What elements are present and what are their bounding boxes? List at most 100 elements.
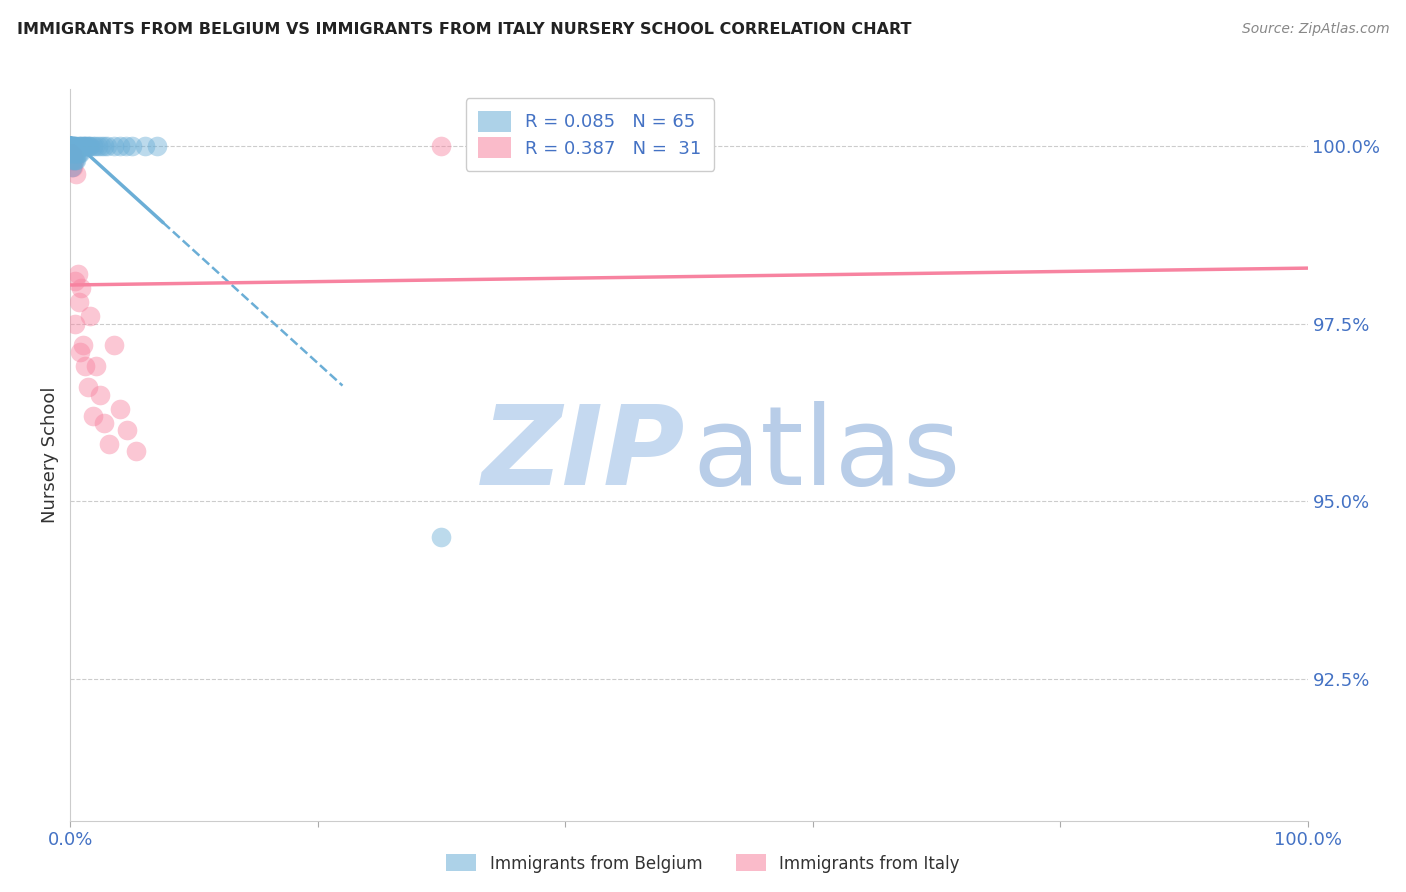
Point	[75, 139, 97, 153]
Point	[79, 139, 101, 153]
Point	[115, 139, 138, 153]
Point	[59, 139, 82, 153]
Point	[97, 437, 120, 451]
Point	[65, 168, 87, 182]
Point	[60, 139, 83, 153]
Point	[59, 146, 82, 161]
Point	[59, 139, 82, 153]
Point	[60, 153, 83, 168]
Point	[62, 161, 84, 175]
Point	[63, 139, 86, 153]
Point	[70, 139, 93, 153]
Point	[62, 153, 84, 168]
Point	[72, 338, 94, 352]
Point	[59, 139, 82, 153]
Point	[70, 281, 93, 295]
Point	[60, 146, 83, 161]
Point	[59, 139, 82, 153]
Point	[60, 139, 83, 153]
Point	[65, 139, 87, 153]
Point	[108, 401, 131, 416]
Point	[93, 416, 115, 430]
Point	[65, 146, 87, 161]
Point	[66, 267, 89, 281]
Point	[59, 139, 82, 153]
Point	[59, 153, 82, 168]
Point	[84, 359, 107, 373]
Point	[59, 139, 82, 153]
Point	[76, 380, 98, 394]
Point	[67, 139, 90, 153]
Point	[60, 139, 83, 153]
Legend: R = 0.085   N = 65, R = 0.387   N =  31: R = 0.085 N = 65, R = 0.387 N = 31	[465, 98, 714, 170]
Y-axis label: Nursery School: Nursery School	[41, 386, 59, 524]
Point	[65, 274, 87, 288]
Text: IMMIGRANTS FROM BELGIUM VS IMMIGRANTS FROM ITALY NURSERY SCHOOL CORRELATION CHAR: IMMIGRANTS FROM BELGIUM VS IMMIGRANTS FR…	[17, 22, 911, 37]
Point	[59, 139, 82, 153]
Point	[63, 146, 86, 161]
Text: Source: ZipAtlas.com: Source: ZipAtlas.com	[1241, 22, 1389, 37]
Point	[60, 139, 83, 153]
Point	[69, 139, 91, 153]
Point	[59, 146, 82, 161]
Point	[63, 139, 86, 153]
Point	[108, 139, 131, 153]
Point	[66, 146, 89, 161]
Point	[63, 153, 86, 168]
Point	[62, 146, 84, 161]
Point	[63, 153, 86, 168]
Point	[125, 444, 148, 458]
Point	[75, 359, 97, 373]
Point	[103, 338, 125, 352]
Point	[60, 161, 83, 175]
Legend: Immigrants from Belgium, Immigrants from Italy: Immigrants from Belgium, Immigrants from…	[440, 847, 966, 880]
Point	[89, 387, 111, 401]
Point	[60, 146, 83, 161]
Point	[67, 295, 90, 310]
Point	[59, 146, 82, 161]
Point	[59, 139, 82, 153]
Point	[84, 139, 107, 153]
Point	[63, 146, 86, 161]
Point	[146, 139, 169, 153]
Point	[430, 139, 453, 153]
Point	[82, 139, 104, 153]
Point	[59, 139, 82, 153]
Point	[59, 139, 82, 153]
Point	[69, 146, 91, 161]
Text: ZIP: ZIP	[482, 401, 685, 508]
Point	[60, 146, 83, 161]
Point	[430, 530, 453, 544]
Point	[65, 139, 87, 153]
Point	[86, 139, 108, 153]
Point	[103, 139, 125, 153]
Point	[62, 146, 84, 161]
Point	[59, 139, 82, 153]
Point	[62, 139, 84, 153]
Point	[75, 139, 97, 153]
Point	[93, 139, 115, 153]
Point	[73, 139, 96, 153]
Text: atlas: atlas	[693, 401, 962, 508]
Point	[65, 146, 87, 161]
Point	[60, 153, 83, 168]
Point	[59, 139, 82, 153]
Point	[134, 139, 156, 153]
Point	[59, 139, 82, 153]
Point	[76, 139, 98, 153]
Point	[65, 317, 87, 331]
Point	[59, 139, 82, 153]
Point	[82, 409, 104, 423]
Point	[65, 153, 87, 168]
Point	[115, 423, 138, 437]
Point	[59, 139, 82, 153]
Point	[121, 139, 143, 153]
Point	[90, 139, 112, 153]
Point	[65, 153, 87, 168]
Point	[59, 139, 82, 153]
Point	[96, 139, 118, 153]
Point	[69, 345, 91, 359]
Point	[67, 146, 90, 161]
Point	[72, 139, 94, 153]
Point	[77, 139, 100, 153]
